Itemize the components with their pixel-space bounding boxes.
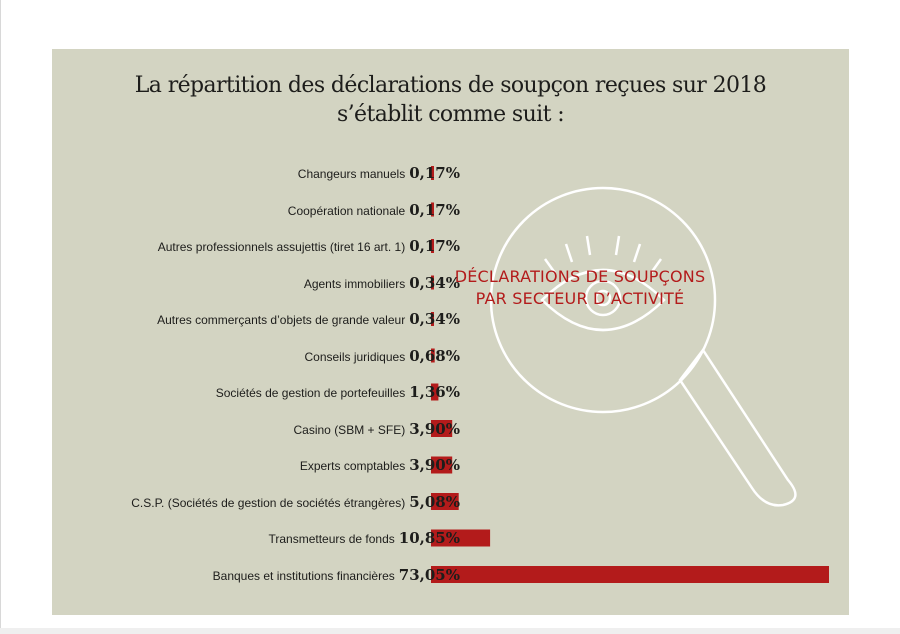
bar-8 bbox=[431, 456, 453, 474]
value-label: 3,90% bbox=[409, 419, 460, 438]
bar-9 bbox=[431, 493, 459, 510]
bar-0 bbox=[431, 166, 434, 180]
category-label: Changeurs manuels bbox=[297, 167, 406, 181]
value-label: 0,17% bbox=[409, 164, 460, 182]
category-row-7: Casino (SBM + SFE) 3,90% bbox=[294, 420, 461, 438]
chart-title-line-2: s’établit comme suit : bbox=[336, 102, 565, 127]
category-row-10: Transmetteurs de fonds 10,85% bbox=[268, 529, 460, 547]
overlay-line-1: DÉCLARATIONS DE SOUPÇONS bbox=[454, 267, 706, 286]
category-label: Agents immobiliers bbox=[303, 276, 406, 291]
category-row-4: Autres commerçants d’objets de grande va… bbox=[157, 310, 460, 328]
category-label: Autres commerçants d’objets de grande va… bbox=[157, 313, 406, 327]
value-label: 0,68% bbox=[409, 346, 460, 365]
category-row-2: Autres professionnels assujettis (tiret … bbox=[158, 237, 460, 255]
chart-overlay-caption: DÉCLARATIONS DE SOUPÇONS PAR SECTEUR D’A… bbox=[430, 266, 730, 310]
bar-6 bbox=[431, 383, 439, 401]
category-row-5: Conseils juridiques 0,68% bbox=[304, 347, 460, 365]
chart-title: La répartition des déclarations de soupç… bbox=[52, 71, 849, 129]
category-label: Experts comptables bbox=[299, 459, 406, 473]
category-row-8: Experts comptables 3,90% bbox=[300, 456, 460, 474]
bar-1 bbox=[431, 202, 434, 217]
chart-title-line-1: La répartition des déclarations de soupç… bbox=[134, 73, 767, 98]
overlay-line-2: PAR SECTEUR D’ACTIVITÉ bbox=[475, 289, 685, 308]
category-label: Sociétés de gestion de portefeuilles bbox=[215, 386, 406, 400]
category-label: Conseils juridiques bbox=[304, 349, 406, 364]
page-bottom-strip bbox=[0, 628, 900, 634]
value-label: 0,17% bbox=[409, 237, 460, 255]
category-label: Autres professionnels assujettis (tiret … bbox=[157, 240, 406, 254]
value-label: 0,34% bbox=[409, 310, 460, 328]
category-row-1: Coopération nationale 0,17% bbox=[288, 201, 460, 219]
eye-icon bbox=[489, 186, 797, 507]
chart-panel: La répartition des déclarations de soupç… bbox=[52, 49, 849, 615]
category-label: C.S.P. (Sociétés de gestion de sociétés … bbox=[131, 495, 406, 510]
bar-3 bbox=[431, 275, 434, 290]
value-label: 10,85% bbox=[398, 529, 460, 547]
category-label: Casino (SBM + SFE) bbox=[293, 422, 406, 437]
category-label: Transmetteurs de fonds bbox=[268, 532, 395, 546]
value-label: 0,17% bbox=[409, 200, 460, 219]
value-label: 3,90% bbox=[409, 456, 460, 474]
bar-5 bbox=[431, 348, 435, 363]
page-edge bbox=[0, 0, 1, 634]
bar-11 bbox=[431, 566, 829, 583]
value-label: 73,05% bbox=[398, 565, 460, 584]
category-row-3: Agents immobiliers 0,34% bbox=[304, 274, 460, 292]
value-label: 1,36% bbox=[409, 383, 460, 401]
category-row-9: C.S.P. (Sociétés de gestion de sociétés … bbox=[131, 493, 460, 511]
value-label: 5,08% bbox=[409, 492, 460, 511]
category-label: Banques et institutions financières bbox=[212, 568, 395, 583]
bar-10 bbox=[431, 529, 491, 547]
bar-2 bbox=[431, 239, 434, 253]
category-row-6: Sociétés de gestion de portefeuilles 1,36… bbox=[216, 383, 460, 401]
category-row-0: Changeurs manuels 0,17% bbox=[298, 164, 460, 182]
category-label: Coopération nationale bbox=[287, 203, 406, 218]
category-row-11: Banques et institutions financières 73,05… bbox=[213, 566, 460, 584]
bar-4 bbox=[431, 312, 434, 326]
bar-7 bbox=[431, 420, 453, 437]
value-label: 0,34% bbox=[409, 273, 460, 292]
